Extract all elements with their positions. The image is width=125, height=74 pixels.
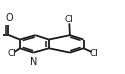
- Text: Cl: Cl: [8, 49, 17, 58]
- Text: N: N: [30, 57, 37, 67]
- Text: Cl: Cl: [65, 15, 74, 24]
- Text: O: O: [5, 13, 13, 23]
- Text: Cl: Cl: [90, 49, 98, 58]
